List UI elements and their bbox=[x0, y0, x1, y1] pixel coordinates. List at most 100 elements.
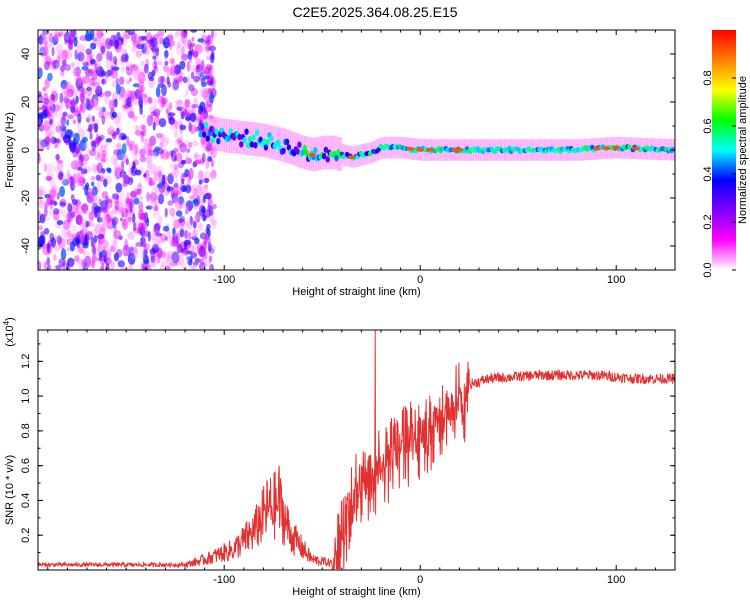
spectrogram-noise-cell bbox=[196, 185, 202, 194]
spectrogram-noise-cell bbox=[157, 30, 165, 37]
spectrogram-noise-cell bbox=[58, 258, 67, 267]
spectrogram-noise-cell bbox=[208, 45, 217, 52]
spectrogram-noise-cell bbox=[55, 264, 62, 270]
spectrogram-noise-cell bbox=[44, 194, 51, 199]
spectrogram-noise-cell bbox=[164, 50, 169, 59]
spectrogram-noise-cell bbox=[49, 103, 53, 112]
spectrogram-noise-cell bbox=[43, 61, 50, 71]
spectrogram-noise-cell bbox=[209, 92, 215, 104]
spectrogram-noise-cell bbox=[85, 147, 91, 153]
spectrogram-noise-cell bbox=[140, 236, 146, 244]
spectrogram-noise-cell bbox=[61, 228, 67, 237]
spectrogram-noise-cell bbox=[128, 110, 135, 119]
spectrogram-noise-cell bbox=[113, 60, 118, 67]
spectrogram-noise-cell bbox=[74, 204, 82, 215]
spectrogram-noise-cell bbox=[94, 149, 103, 162]
spectrogram-noise-cell bbox=[104, 242, 110, 251]
spectrogram-noise-cell bbox=[190, 30, 198, 33]
spectrogram-noise-cell bbox=[180, 159, 187, 165]
spectrogram-noise-cell bbox=[106, 69, 112, 77]
spectrogram-signal-cell bbox=[302, 144, 307, 152]
spectrogram-noise-cell bbox=[120, 54, 128, 63]
snr-x-tick-label: -100 bbox=[213, 574, 235, 586]
spectrogram-noise-cell bbox=[169, 65, 173, 77]
spectrogram-noise-cell bbox=[193, 50, 199, 60]
spectrogram-noise-cell bbox=[38, 139, 43, 150]
spectrogram-halo-cell bbox=[205, 114, 209, 149]
spectrogram-noise-cell bbox=[103, 239, 109, 249]
spectrogram-noise-cell bbox=[49, 200, 57, 205]
spectrogram-noise-cell bbox=[56, 235, 63, 245]
spectrogram-signal-cell bbox=[247, 136, 253, 143]
snr-x-axis-label: Height of straight line (km) bbox=[292, 586, 420, 598]
spectrogram-noise-cell bbox=[142, 94, 150, 103]
spectrogram-noise-cell bbox=[114, 205, 119, 210]
spectrogram-signal-cell bbox=[263, 144, 269, 151]
spectrogram-noise-cell bbox=[137, 84, 146, 93]
spectrogram-noise-cell bbox=[108, 125, 115, 134]
spectrogram-noise-cell bbox=[85, 231, 93, 240]
spectrogram-noise-cell bbox=[191, 228, 199, 239]
spectrogram-noise-cell bbox=[136, 43, 145, 50]
spectrogram-noise-cell bbox=[175, 63, 180, 72]
spectrogram-noise-cell bbox=[49, 118, 53, 125]
spectrogram-noise-cell bbox=[59, 92, 64, 103]
spectrogram-noise-cell bbox=[143, 138, 151, 146]
spectrogram-noise-cell bbox=[122, 248, 127, 255]
spectrogram-noise-cell bbox=[151, 243, 160, 253]
spectrogram-noise-cell bbox=[188, 167, 194, 180]
spectrogram-noise-cell bbox=[45, 43, 53, 48]
spectrogram-noise-cell bbox=[197, 222, 204, 231]
spectrogram-noise-cell bbox=[144, 169, 150, 180]
spectrogram-noise-cell bbox=[124, 238, 128, 251]
spectrogram-noise-cell bbox=[149, 192, 158, 202]
spectrogram-y-tick-label: -40 bbox=[20, 238, 32, 254]
spectrogram-noise-cell bbox=[113, 149, 121, 156]
spectrogram-noise-cell bbox=[196, 195, 201, 206]
spectrogram-noise-cell bbox=[171, 240, 180, 248]
spectrogram-noise-cell bbox=[89, 220, 95, 227]
spectrogram-signal-cell bbox=[251, 134, 256, 141]
spectrogram-noise-cell bbox=[191, 186, 195, 199]
spectrogram-noise-cell bbox=[164, 236, 168, 242]
spectrogram-noise-cell bbox=[141, 235, 147, 247]
spectrogram-halo-cell bbox=[271, 125, 275, 160]
spectrogram-noise-cell bbox=[91, 93, 99, 106]
spectrogram-noise-cell bbox=[100, 45, 106, 54]
spectrogram-noise-cell bbox=[94, 99, 98, 107]
spectrogram-noise-cell bbox=[70, 62, 76, 68]
spectrogram-noise-cell bbox=[58, 100, 64, 112]
spectrogram-noise-cell bbox=[155, 165, 164, 177]
spectrogram-noise-cell bbox=[141, 35, 147, 41]
spectrogram-peak-cell bbox=[347, 155, 356, 159]
spectrogram-noise-cell bbox=[76, 158, 82, 168]
spectrogram-noise-cell bbox=[194, 44, 203, 54]
spectrogram-noise-cell bbox=[96, 245, 102, 251]
spectrogram-noise-cell bbox=[102, 206, 108, 215]
spectrogram-noise-cell bbox=[48, 209, 53, 216]
spectrogram-noise-cell bbox=[53, 138, 60, 143]
spectrogram-noise-cell bbox=[192, 51, 199, 58]
spectrogram-noise-cell bbox=[161, 139, 169, 147]
spectrogram-noise-cell bbox=[131, 212, 136, 224]
spectrogram-halo-cell bbox=[290, 130, 293, 165]
spectrogram-signal-cell bbox=[246, 142, 251, 149]
spectrogram-noise-cell bbox=[44, 42, 48, 55]
spectrogram-noise-cell bbox=[157, 170, 163, 178]
spectrogram-noise-cell bbox=[97, 233, 105, 245]
spectrogram-noise-cell bbox=[57, 159, 64, 165]
spectrogram-noise-cell bbox=[198, 258, 202, 264]
spectrogram-noise-cell bbox=[205, 142, 212, 152]
spectrogram-noise-cell bbox=[138, 222, 145, 235]
spectrogram-noise-cell bbox=[115, 165, 121, 173]
spectrogram-noise-cell bbox=[124, 197, 130, 204]
spectrogram-noise-cell bbox=[73, 247, 81, 252]
spectrogram-noise-cell bbox=[129, 191, 137, 198]
spectrogram-noise-cell bbox=[55, 153, 61, 161]
spectrogram-noise-cell bbox=[160, 104, 164, 110]
spectrogram-noise-cell bbox=[111, 98, 116, 110]
spectrogram-noise-cell bbox=[75, 71, 80, 77]
spectrogram-noise-cell bbox=[180, 172, 186, 183]
spectrogram-noise-cell bbox=[168, 58, 175, 64]
spectrogram-x-tick-label: -100 bbox=[213, 274, 235, 286]
